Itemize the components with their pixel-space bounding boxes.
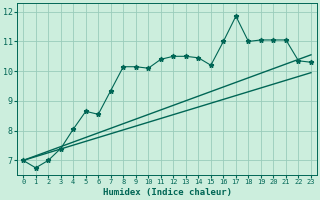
X-axis label: Humidex (Indice chaleur): Humidex (Indice chaleur): [103, 188, 232, 197]
